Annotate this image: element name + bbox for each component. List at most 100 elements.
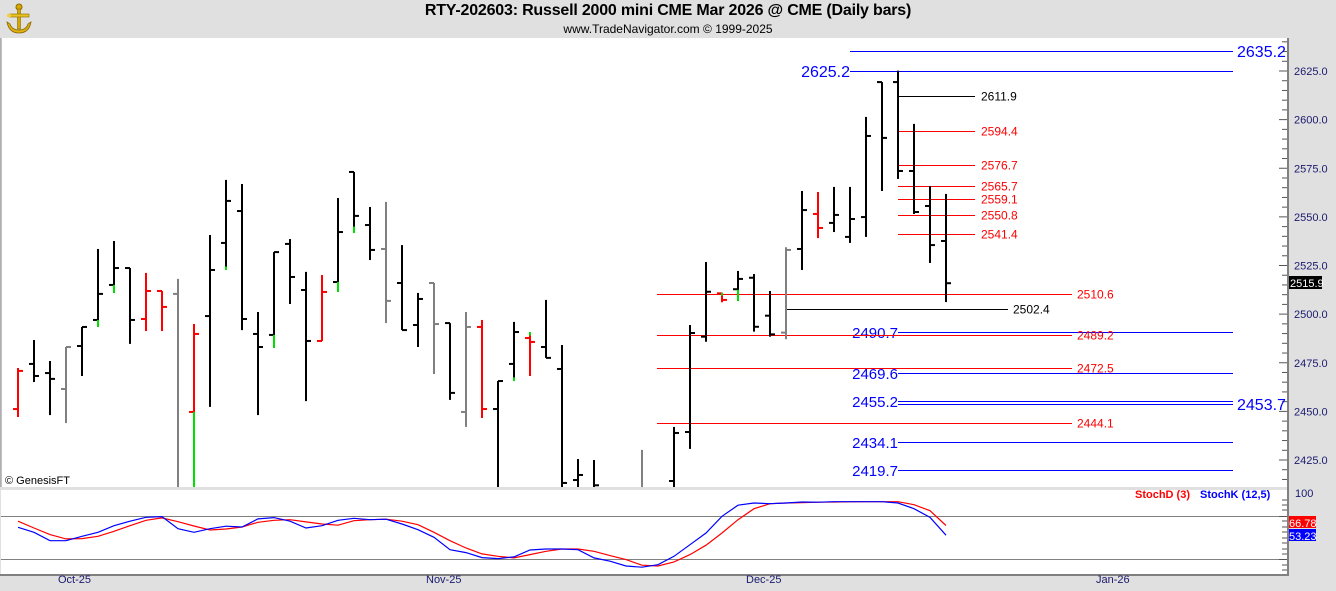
- stoch-axis-100: 100: [1295, 488, 1313, 500]
- price-tick-label: 2500.0: [1294, 309, 1328, 321]
- level-label: 2490.7: [852, 325, 898, 342]
- date-label-jan: Jan-26: [1096, 574, 1130, 586]
- price-tick-label: 2550.0: [1294, 212, 1328, 224]
- stochd-legend: StochD (3): [1135, 489, 1190, 501]
- level-label: 2489.2: [1077, 329, 1114, 343]
- ohlc-bar: [717, 292, 727, 303]
- ohlc-bar: [701, 261, 711, 342]
- ohlc-bar: [61, 345, 71, 424]
- ohlc-bar: [541, 299, 551, 359]
- ohlc-bar: [13, 368, 23, 418]
- ohlc-bar: [461, 311, 471, 427]
- ohlc-bar: [381, 201, 391, 324]
- ohlc-bar: [285, 239, 295, 305]
- ohlc-bar: [685, 325, 695, 449]
- chart-title: RTY-202603: Russell 2000 mini CME Mar 20…: [424, 2, 912, 19]
- ohlc-bar: [253, 311, 263, 416]
- level-label: 2510.6: [1077, 288, 1114, 302]
- ohlc-bar: [333, 198, 343, 292]
- ohlc-bar: [397, 245, 407, 332]
- ohlc-bar: [237, 184, 247, 331]
- ohlc-bar: [29, 339, 39, 383]
- ohlc-bar: [301, 271, 311, 402]
- ohlc-bar: [573, 459, 583, 487]
- ohlc-bar: [525, 332, 535, 376]
- ohlc-bar: [109, 240, 119, 293]
- stochk-value: 53.23: [1289, 531, 1317, 543]
- level-label: 2541.4: [981, 228, 1018, 242]
- price-tick-label: 2625.0: [1294, 66, 1328, 78]
- level-label: 2472.5: [1077, 362, 1114, 376]
- ohlc-bar: [941, 193, 951, 303]
- price-bars: [13, 70, 951, 487]
- price-tick-label: 2575.0: [1294, 163, 1328, 175]
- ohlc-bar: [765, 290, 775, 337]
- ohlc-bar: [269, 251, 279, 348]
- ohlc-bar: [557, 345, 567, 487]
- ohlc-bar: [893, 70, 903, 179]
- level-label: 2455.2: [852, 394, 898, 411]
- ohlc-bar: [669, 426, 679, 487]
- ohlc-bar: [77, 325, 87, 376]
- date-label-oct: Oct-25: [58, 574, 91, 586]
- level-label: 2502.4: [1013, 303, 1050, 317]
- price-panel: [1, 38, 1287, 487]
- level-label: 2625.2: [801, 64, 850, 81]
- price-tick-label: 2450.0: [1294, 406, 1328, 418]
- stochd-value-box: [1289, 516, 1316, 528]
- last-price-box: [1289, 276, 1322, 289]
- level-label: 2453.7: [1237, 397, 1286, 414]
- ohlc-bar: [749, 274, 759, 332]
- ohlc-bar: [781, 247, 791, 340]
- ohlc-bar: [429, 282, 439, 375]
- ohlc-bar: [925, 185, 935, 263]
- price-tick-label: 2475.0: [1294, 358, 1328, 370]
- ohlc-bar: [813, 191, 823, 239]
- price-tick-label: 2600.0: [1294, 115, 1328, 127]
- last-price-label: 2515.9: [1290, 278, 1324, 290]
- date-label-dec: Dec-25: [746, 574, 781, 586]
- stochd-value: 66.78: [1289, 518, 1317, 530]
- ohlc-bar: [845, 186, 855, 243]
- ohlc-bar: [877, 81, 887, 192]
- ohlc-bar: [317, 275, 327, 342]
- level-label: 2469.6: [852, 366, 898, 383]
- level-label: 2565.7: [981, 180, 1018, 194]
- ohlc-bar: [477, 319, 487, 418]
- ohlc-bar: [413, 292, 423, 347]
- ohlc-bar: [125, 267, 135, 344]
- level-label: 2611.9: [981, 90, 1017, 104]
- level-label: 2550.8: [981, 209, 1018, 223]
- level-label: 2444.1: [1077, 417, 1114, 431]
- ohlc-bar: [493, 380, 503, 487]
- gold-anchor-logo-icon: [6, 3, 32, 34]
- ohlc-bar: [829, 186, 839, 233]
- ohlc-bar: [733, 270, 743, 301]
- genesis-watermark: © GenesisFT: [5, 475, 70, 487]
- level-label: 2594.4: [981, 125, 1018, 139]
- price-axis: 2625.0 2600.0 2575.0 2550.0 2525.0 2500.0 2475…: [1279, 41, 1328, 480]
- level-label: 2559.1: [981, 193, 1018, 207]
- ohlc-bar: [221, 179, 231, 270]
- ohlc-bar: [189, 324, 199, 487]
- ohlc-bar: [365, 206, 375, 261]
- level-label: 2419.7: [852, 463, 898, 480]
- level-label: 2434.1: [852, 435, 898, 452]
- level-label: 2576.7: [981, 159, 1018, 173]
- ohlc-bar: [445, 322, 455, 400]
- ohlc-bar: [157, 289, 167, 332]
- ohlc-bar: [93, 248, 103, 327]
- ohlc-bar: [205, 234, 215, 407]
- date-label-nov: Nov-25: [426, 574, 461, 586]
- stochk-legend: StochK (12,5): [1200, 489, 1271, 501]
- price-tick-label: 2425.0: [1294, 455, 1328, 467]
- ohlc-bar: [45, 360, 55, 416]
- ohlc-bar: [349, 170, 359, 234]
- ohlc-bar: [909, 123, 919, 214]
- price-tick-label: 2525.0: [1294, 261, 1328, 273]
- level-label: 2635.2: [1237, 44, 1286, 61]
- ohlc-bar: [141, 272, 151, 332]
- stochk-value-box: [1289, 529, 1316, 541]
- ohlc-bar: [593, 460, 599, 487]
